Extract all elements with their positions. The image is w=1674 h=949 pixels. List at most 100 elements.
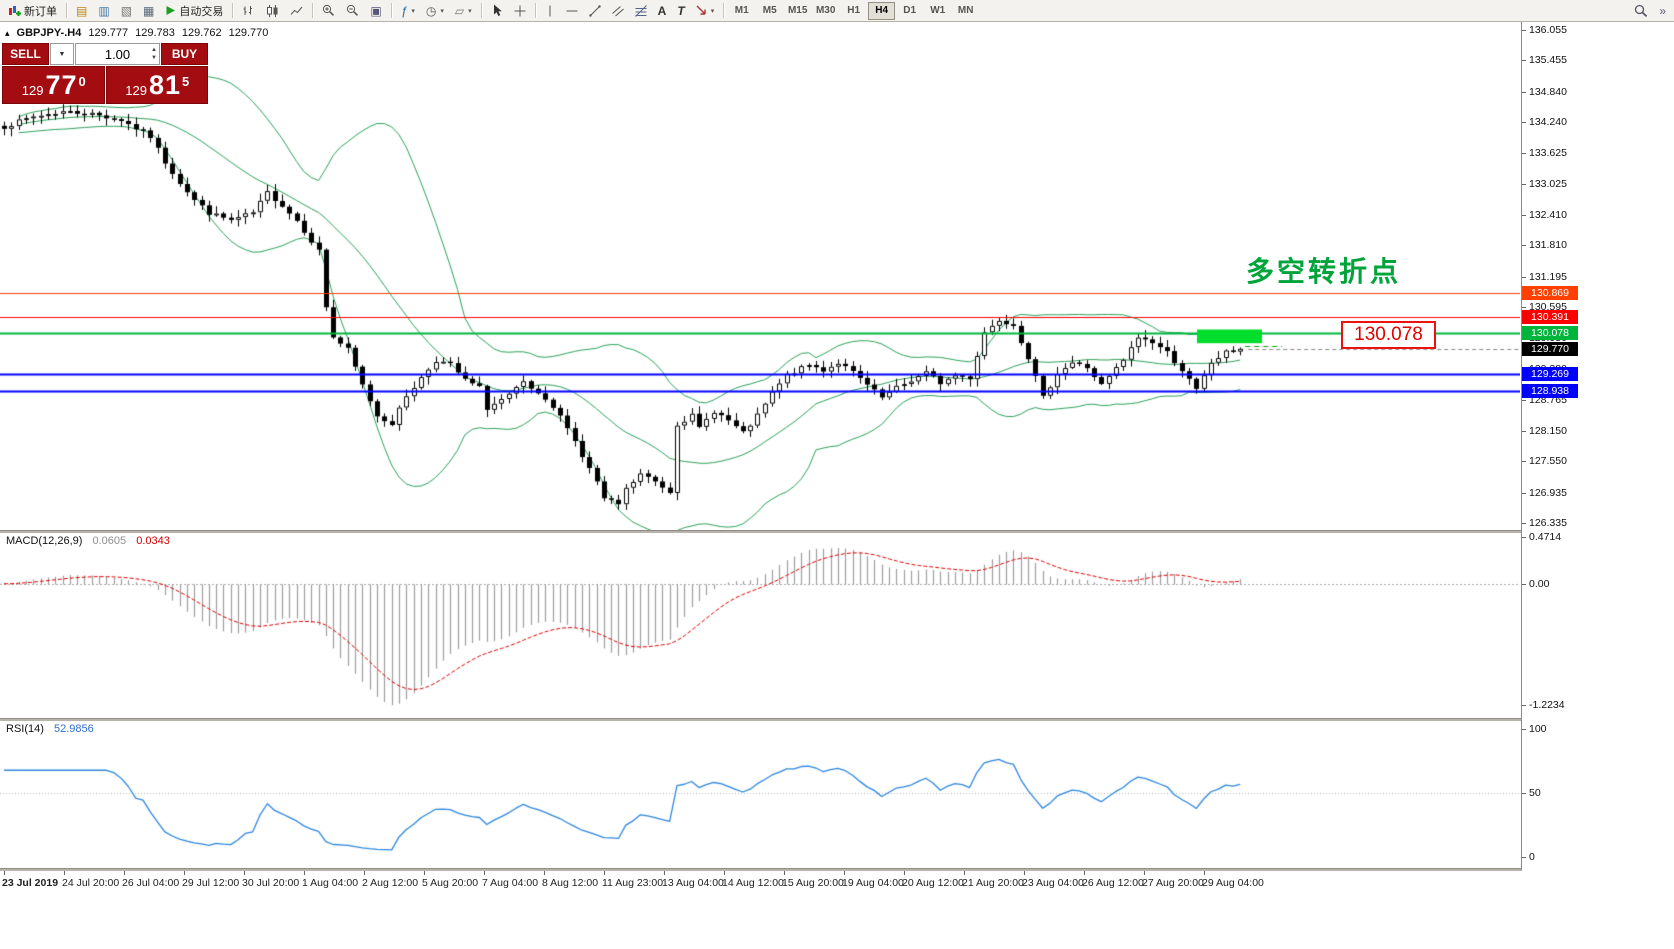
buy-price-display[interactable]: 129 81 5 [105,66,208,104]
sell-price-display[interactable]: 129 77 0 [2,66,105,104]
axis-tick-label: 126.335 [1529,517,1567,529]
buy-price-big: 81 [148,70,181,100]
bar-chart-button[interactable] [237,1,260,20]
indicators-button[interactable]: ƒ ▾ [396,1,420,20]
new-order-label: 新订单 [24,5,57,18]
axis-tickmark [1522,705,1526,707]
timeframe-button-d1[interactable]: D1 [896,2,923,20]
collapse-trade-panel-arrow[interactable]: ▴ [5,27,10,38]
time-axis-tickmark [604,871,605,875]
template-icon: ▱ [454,3,465,18]
candlestick-chart-button[interactable] [261,1,284,20]
horizontal-line-button[interactable] [561,1,583,20]
chevron-down-icon: ▾ [468,7,472,15]
axis-tick-label: 131.195 [1529,270,1567,283]
axis-tickmark [1522,306,1526,308]
data-window-button[interactable]: ▥ [93,1,114,20]
axis-tickmark [1522,122,1526,124]
search-button[interactable] [1629,1,1653,20]
rsi-canvas[interactable] [0,720,1520,868]
zoom-out-button[interactable] [341,1,364,20]
axis-tickmark [1522,583,1526,585]
time-axis-tickmark [724,871,725,875]
axis-tickmark [1522,430,1526,432]
timeframe-button-m30[interactable]: M30 [812,2,839,20]
market-watch-button[interactable]: ▤ [71,1,92,20]
time-axis-tickmark [784,871,785,875]
axis-tick-label: 100 [1529,723,1547,735]
timeframe-button-m5[interactable]: M5 [756,2,783,20]
zoom-in-button[interactable] [317,1,340,20]
tile-windows-button[interactable]: ▣ [365,1,386,20]
time-axis-label: 26 Jul 04:00 [122,877,180,889]
ohlc-open: 129.777 [88,27,129,39]
navigator-button[interactable]: ▧ [116,1,137,20]
terminal-icon: ▦ [143,3,155,18]
timeframe-button-h1[interactable]: H1 [840,2,867,20]
timeframe-button-mn[interactable]: MN [952,2,979,20]
autotrading-button[interactable]: 自动交易 [160,1,228,20]
time-axis-label: 21 Aug 20:00 [962,877,1024,889]
indicators-icon: ƒ [400,3,408,18]
hline-price-tag: 129.269 [1522,367,1578,382]
label-tool-button[interactable]: T [672,1,689,20]
bar-chart-icon [242,5,255,17]
time-axis-tickmark [1144,871,1145,875]
time-axis[interactable]: 23 Jul 2019 24 Jul 20:00 26 Jul 04:00 29 Ju… [0,871,1522,897]
zoom-in-icon [322,4,335,17]
symbol-name: GBPJPY-.H4 [16,27,82,39]
toolbar-separator [534,3,536,18]
sell-button[interactable]: SELL [2,43,49,65]
time-axis-label: 26 Aug 12:00 [1082,877,1144,889]
price-axis-separator [1521,22,1522,870]
axis-tickmark [1522,183,1526,185]
new-order-button[interactable]: 新订单 [3,1,62,20]
axis-tick-label: -1.2234 [1529,699,1565,712]
axis-tick-label: 126.935 [1529,486,1567,499]
toolbar-overflow-button[interactable]: » [1654,1,1671,20]
price-axis[interactable]: 136.055 135.455 134.840 134.240 133.625 133.0… [1522,0,1674,949]
price-chart-canvas[interactable] [0,22,1520,530]
periods-button[interactable]: ◷ ▾ [421,1,449,20]
timeframe-button-h4[interactable]: H4 [868,1,896,20]
axis-tick-label: 0.00 [1529,577,1550,590]
vertical-line-button[interactable] [540,1,560,20]
arrow-tools-button[interactable]: ▾ [691,1,720,20]
axis-tickmark [1522,523,1526,524]
trendline-button[interactable] [584,1,606,20]
timeframe-button-m1[interactable]: M1 [728,2,755,20]
spinner-down-icon[interactable]: ▼ [151,55,157,61]
hline-price-tag: 130.078 [1522,326,1578,341]
timeframe-button-w1[interactable]: W1 [924,2,951,20]
axis-tick-label: 134.240 [1529,116,1567,129]
time-axis-label: 20 Aug 12:00 [902,877,964,889]
terminal-button[interactable]: ▦ [138,1,159,20]
panel-splitter-macd[interactable] [0,530,1674,533]
axis-tickmark [1522,245,1526,247]
autotrading-label: 自动交易 [179,5,224,18]
toolbar-separator [723,3,725,18]
templates-button[interactable]: ▱ ▾ [450,1,477,20]
time-axis-label: 23 Jul 2019 [2,877,59,889]
time-axis-tickmark [364,871,365,875]
time-axis-tickmark [964,871,965,875]
time-axis-tickmark [304,871,305,875]
volume-spinner[interactable]: ▲ ▼ [151,46,157,62]
text-tool-button[interactable]: A [653,1,672,20]
buy-button[interactable]: BUY [161,43,208,65]
timeframe-button-m15[interactable]: M15 [784,2,811,20]
order-type-dropdown[interactable]: ▼ [50,43,74,65]
navigator-icon: ▧ [120,3,133,18]
data-window-icon: ▥ [98,3,110,18]
line-chart-button[interactable] [285,1,308,20]
panel-splitter-rsi[interactable] [0,718,1674,721]
toolbar-separator [312,3,314,18]
crosshair-button[interactable] [509,1,531,20]
cursor-button[interactable] [486,1,508,20]
spinner-up-icon[interactable]: ▲ [151,47,157,53]
volume-input[interactable]: 1.00 ▲ ▼ [75,43,160,65]
macd-canvas[interactable] [0,532,1520,718]
fibonacci-button[interactable] [630,1,652,20]
equidistant-channel-button[interactable] [607,1,629,20]
buy-price-prefix: 129 [125,83,147,98]
